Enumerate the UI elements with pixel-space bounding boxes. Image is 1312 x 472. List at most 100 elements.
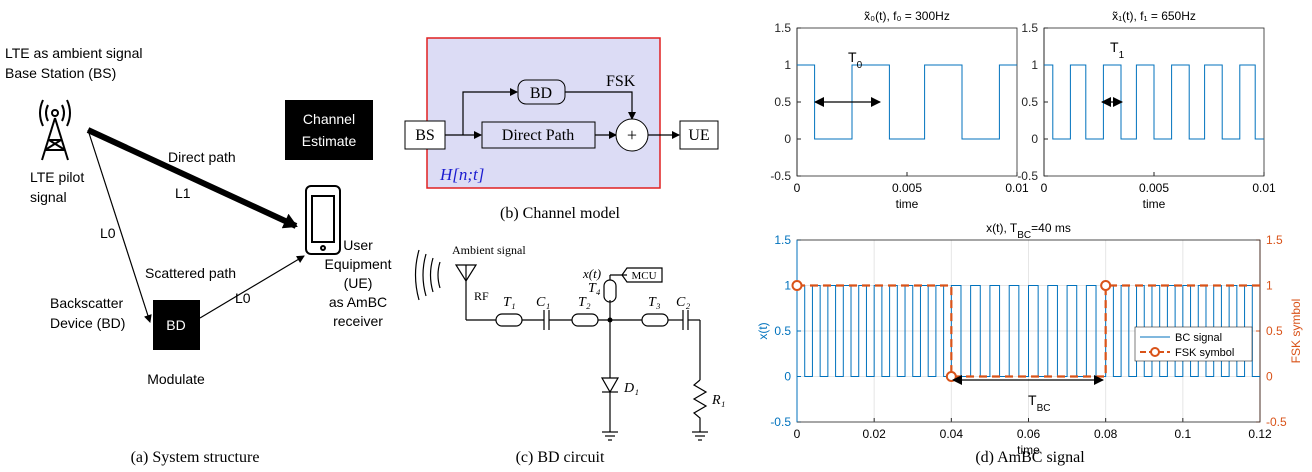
c1-label: C₁ <box>536 295 550 310</box>
pilot-label: signal <box>30 189 67 205</box>
period-label: T0 <box>848 49 863 71</box>
y2-tick-label: 0.5 <box>1266 324 1283 338</box>
panel-b: BS BD FSK Direct Path + UE H[n;t] (b) Ch… <box>404 37 719 222</box>
ue-box <box>679 120 719 150</box>
bd-label: BD <box>530 85 552 102</box>
panel-c: Ambient signal RF T₁ C₁ T₂ T₄ T₃ C₂ D₁ R… <box>414 243 725 466</box>
y2-tick-label: 0 <box>1266 370 1273 384</box>
sum-label: + <box>627 125 637 145</box>
chart-title: x̃₁(t), f₁ = 650Hz <box>1112 9 1196 23</box>
scatter-arrow <box>199 255 305 319</box>
y-tick-label: 0.5 <box>774 324 791 338</box>
y2-tick-label: 1 <box>1266 279 1273 293</box>
period-label: T1 <box>1110 39 1125 61</box>
x-tick-label: 0 <box>1041 181 1048 195</box>
caption: (d) AmBC signal <box>975 449 1085 466</box>
ue-label: Equipment <box>325 256 392 272</box>
rf-label: RF <box>474 289 489 303</box>
x-axis-label: time <box>896 197 919 211</box>
legend-label: FSK symbol <box>1175 347 1234 359</box>
direct-loss: L1 <box>175 185 191 201</box>
bd-arrow <box>87 129 152 323</box>
y-tick-label: -0.5 <box>770 169 791 183</box>
chart: 0 0.02 0.04 0.06 0.08 0.1 0.12-0.500.511.5-0.5… <box>756 221 1303 457</box>
t2-label: T₂ <box>578 295 591 310</box>
pilot-label: LTE pilot <box>30 169 84 185</box>
ue-label: as AmBC <box>329 294 387 310</box>
caption: (c) BD circuit <box>516 449 605 466</box>
t1-label: T₁ <box>503 295 516 310</box>
direct-label: Direct Path <box>502 127 574 144</box>
x-tick-label: 0.01 <box>1005 181 1029 195</box>
bd-box <box>153 300 200 350</box>
junction <box>607 317 613 323</box>
bs-label: LTE as ambient signal <box>5 45 142 61</box>
arrow <box>462 88 518 135</box>
y-tick-label: 1.5 <box>774 21 791 35</box>
x-tick-label: 0.08 <box>1094 427 1118 441</box>
phone-icon <box>305 185 341 255</box>
arrow <box>565 91 636 120</box>
circuit <box>414 249 708 441</box>
ue-label: UE <box>688 127 709 144</box>
r1-label: R₁ <box>711 393 725 408</box>
y-tick-label: 0 <box>784 370 791 384</box>
legend-label: BC signal <box>1175 332 1222 344</box>
chart-title: x(t), TBC=40 ms <box>986 221 1071 241</box>
t3-label: T₃ <box>648 295 661 310</box>
x-tick-label: 0.005 <box>1139 181 1169 195</box>
y-tick-label: 1 <box>784 58 791 72</box>
bs-box <box>404 120 446 150</box>
mcu-label: MCU <box>631 270 656 282</box>
x-tick-label: 0.01 <box>1252 181 1276 195</box>
scattered-path: Scattered path <box>145 265 236 281</box>
x-axis-label: time <box>1143 197 1166 211</box>
y-tick-label: 1 <box>784 279 791 293</box>
ambient-label: Ambient signal <box>452 243 526 257</box>
bd-box-label: BD <box>166 317 185 333</box>
x-tick-label: 0.06 <box>1017 427 1041 441</box>
y-tick-label: 0 <box>784 132 791 146</box>
x-axis-label: time <box>1017 443 1040 457</box>
x-tick-label: 0 <box>794 181 801 195</box>
x-tick-label: 0.02 <box>862 427 886 441</box>
caption: (a) System structure <box>131 449 260 466</box>
tower-icon <box>39 99 71 161</box>
y2-tick-label: 1.5 <box>1266 233 1283 247</box>
xt-label: x(t) <box>582 266 601 281</box>
bd-name: Backscatter <box>50 295 123 311</box>
series-line <box>797 64 1017 140</box>
x-tick-label: 0.04 <box>940 427 964 441</box>
direct-path: Direct path <box>168 149 236 165</box>
x-tick-label: 0.005 <box>892 181 922 195</box>
y2-axis-label: FSK symbol <box>1289 299 1303 364</box>
bs-label: BS <box>415 127 435 144</box>
bd-name: Device (BD) <box>50 315 125 331</box>
series-line <box>1044 64 1264 140</box>
x-tick-label: 0 <box>794 427 801 441</box>
series-marker <box>1100 280 1112 291</box>
y-tick-label: 0 <box>1031 132 1038 146</box>
t4-label: T₄ <box>588 281 601 296</box>
scattered-loss: L0 <box>235 290 251 306</box>
ue-label: (UE) <box>344 275 373 291</box>
y2-tick-label: -0.5 <box>1266 415 1287 429</box>
chart: 0 0.005 0.01-0.500.511.5x̃₀(t), f₀ = 300Hz… <box>770 9 1029 211</box>
channel-label: H[n;t] <box>439 165 484 184</box>
chart: 0 0.005 0.01-0.500.511.5x̃₁(t), f₁ = 650Hz… <box>1017 9 1276 211</box>
y-tick-label: 1.5 <box>774 233 791 247</box>
modulate-label: Modulate <box>147 371 205 387</box>
bs-label: Base Station (BS) <box>5 65 116 81</box>
estimate-label: Channel <box>303 111 355 127</box>
d1-label: D₁ <box>623 381 639 396</box>
fsk-label: FSK <box>606 73 636 90</box>
series-marker <box>791 280 803 291</box>
direct-arrow <box>86 127 298 229</box>
y-tick-label: -0.5 <box>1017 169 1038 183</box>
estimate-box <box>285 100 373 160</box>
x-tick-label: 0.12 <box>1248 427 1272 441</box>
c2-label: C₂ <box>676 295 690 310</box>
ue-label: receiver <box>333 313 383 329</box>
legend-marker <box>1150 347 1160 357</box>
